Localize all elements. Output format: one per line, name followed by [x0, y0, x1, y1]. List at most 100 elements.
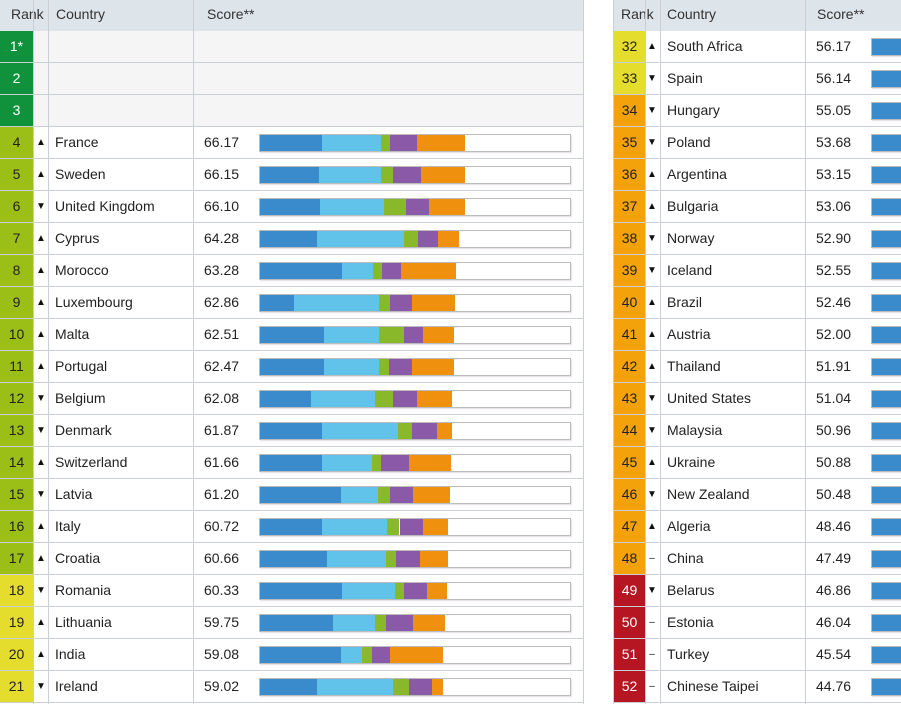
- rank-badge: 6: [0, 191, 33, 222]
- trend-arrow: ▲: [36, 553, 46, 564]
- score-value: 66.15: [204, 166, 240, 182]
- country-column-header: Country: [667, 6, 717, 22]
- score-bar: [871, 134, 901, 152]
- segment-dark-blue: [872, 327, 901, 343]
- segment-dark-blue: [260, 391, 312, 407]
- rank-badge: 48: [614, 543, 645, 574]
- rank-badge: 1*: [0, 31, 33, 62]
- score-bar: [259, 390, 571, 408]
- segment-dark-blue: [872, 263, 901, 279]
- table-row: 12 ▼ Belgium 62.08: [0, 383, 584, 415]
- segment-dark-blue: [872, 679, 901, 695]
- table-row: 3: [0, 95, 584, 127]
- table-row: 15 ▼ Latvia 61.20: [0, 479, 584, 511]
- score-bar: [871, 582, 901, 600]
- segment-orange: [422, 519, 449, 535]
- segment-purple: [405, 199, 429, 215]
- trend-arrow: ▲: [36, 457, 46, 468]
- rank-badge: 17: [0, 543, 33, 574]
- table-row: 2: [0, 63, 584, 95]
- trend-arrow: ▲: [647, 361, 657, 372]
- score-bar: [259, 486, 571, 504]
- table-row: 32 ▲ South Africa 56.17: [613, 31, 901, 63]
- country-name: France: [55, 134, 99, 150]
- country-name: Poland: [667, 134, 711, 150]
- segment-purple: [404, 327, 423, 343]
- country-name: Iceland: [667, 262, 713, 278]
- segment-light-blue: [320, 199, 384, 215]
- trend-arrow: [34, 95, 48, 126]
- segment-orange: [436, 423, 452, 439]
- segment-orange: [416, 391, 453, 407]
- column-divider: [805, 0, 806, 704]
- table-row: 11 ▲ Portugal 62.47: [0, 351, 584, 383]
- table-row: 41 ▲ Austria 52.00: [613, 319, 901, 351]
- score-value: 53.06: [816, 198, 852, 214]
- table-row: 18 ▼ Romania 60.33: [0, 575, 584, 607]
- segment-dark-blue: [872, 135, 901, 151]
- score-value: 52.46: [816, 294, 852, 310]
- segment-orange: [413, 487, 450, 503]
- segment-green: [377, 487, 391, 503]
- table-row: 50– Estonia 46.04: [613, 607, 901, 639]
- score-value: 59.08: [204, 646, 240, 662]
- trend-arrow: ▲: [647, 169, 657, 180]
- score-value: 62.86: [204, 294, 240, 310]
- table-row: 49 ▼ Belarus 46.86: [613, 575, 901, 607]
- table-header: Rank Country Score**: [613, 0, 901, 32]
- trend-arrow: ▲: [647, 41, 657, 52]
- score-value: 46.86: [816, 582, 852, 598]
- score-value: 50.88: [816, 454, 852, 470]
- country-name: Thailand: [667, 358, 721, 374]
- table-right-border: [583, 0, 584, 704]
- country-name: Malta: [55, 326, 90, 342]
- rank-badge: 34: [614, 95, 645, 126]
- rank-badge: 35: [614, 127, 645, 158]
- segment-dark-blue: [872, 391, 901, 407]
- score-bar: [871, 614, 901, 632]
- score-bar: [259, 294, 571, 312]
- rank-badge: 43: [614, 383, 645, 414]
- score-bar: [871, 326, 901, 344]
- trend-arrow: ▼: [36, 585, 46, 596]
- rank-badge: 7: [0, 223, 33, 254]
- score-value: 60.33: [204, 582, 240, 598]
- table-row: 42 ▲ Thailand 51.91: [613, 351, 901, 383]
- segment-dark-blue: [260, 487, 341, 503]
- score-value: 66.10: [204, 198, 240, 214]
- segment-dark-blue: [872, 615, 901, 631]
- table-row: 47 ▲ Algeria 48.46: [613, 511, 901, 543]
- score-bar: [259, 230, 571, 248]
- segment-green: [384, 199, 406, 215]
- table-row: 52– Chinese Taipei 44.76: [613, 671, 901, 703]
- segment-light-blue: [311, 391, 375, 407]
- table-row: 1*: [0, 31, 584, 63]
- table-row: 43 ▼ United States 51.04: [613, 383, 901, 415]
- country-name: Sweden: [55, 166, 106, 182]
- trend-arrow: ▲: [36, 233, 46, 244]
- segment-dark-blue: [260, 551, 327, 567]
- country-name: China: [667, 550, 704, 566]
- score-value: 64.28: [204, 230, 240, 246]
- segment-orange: [411, 359, 454, 375]
- segment-dark-blue: [872, 199, 901, 215]
- segment-green: [379, 359, 389, 375]
- segment-orange: [427, 583, 447, 599]
- score-bar: [259, 358, 571, 376]
- segment-orange: [416, 135, 466, 151]
- score-bar: [259, 518, 571, 536]
- score-value: 44.76: [816, 678, 852, 694]
- table-row: 10 ▲ Malta 62.51: [0, 319, 584, 351]
- segment-dark-blue: [260, 327, 324, 343]
- country-name: Austria: [667, 326, 711, 342]
- trend-arrow: ▲: [647, 329, 657, 340]
- rank-badge: 50: [614, 607, 645, 638]
- country-name: South Africa: [667, 38, 743, 54]
- segment-light-blue: [294, 295, 380, 311]
- segment-purple: [404, 583, 428, 599]
- segment-dark-blue: [872, 295, 901, 311]
- trend-arrow: ▼: [36, 489, 46, 500]
- segment-purple: [411, 423, 437, 439]
- score-value: 59.75: [204, 614, 240, 630]
- table-row: 35 ▼ Poland 53.68: [613, 127, 901, 159]
